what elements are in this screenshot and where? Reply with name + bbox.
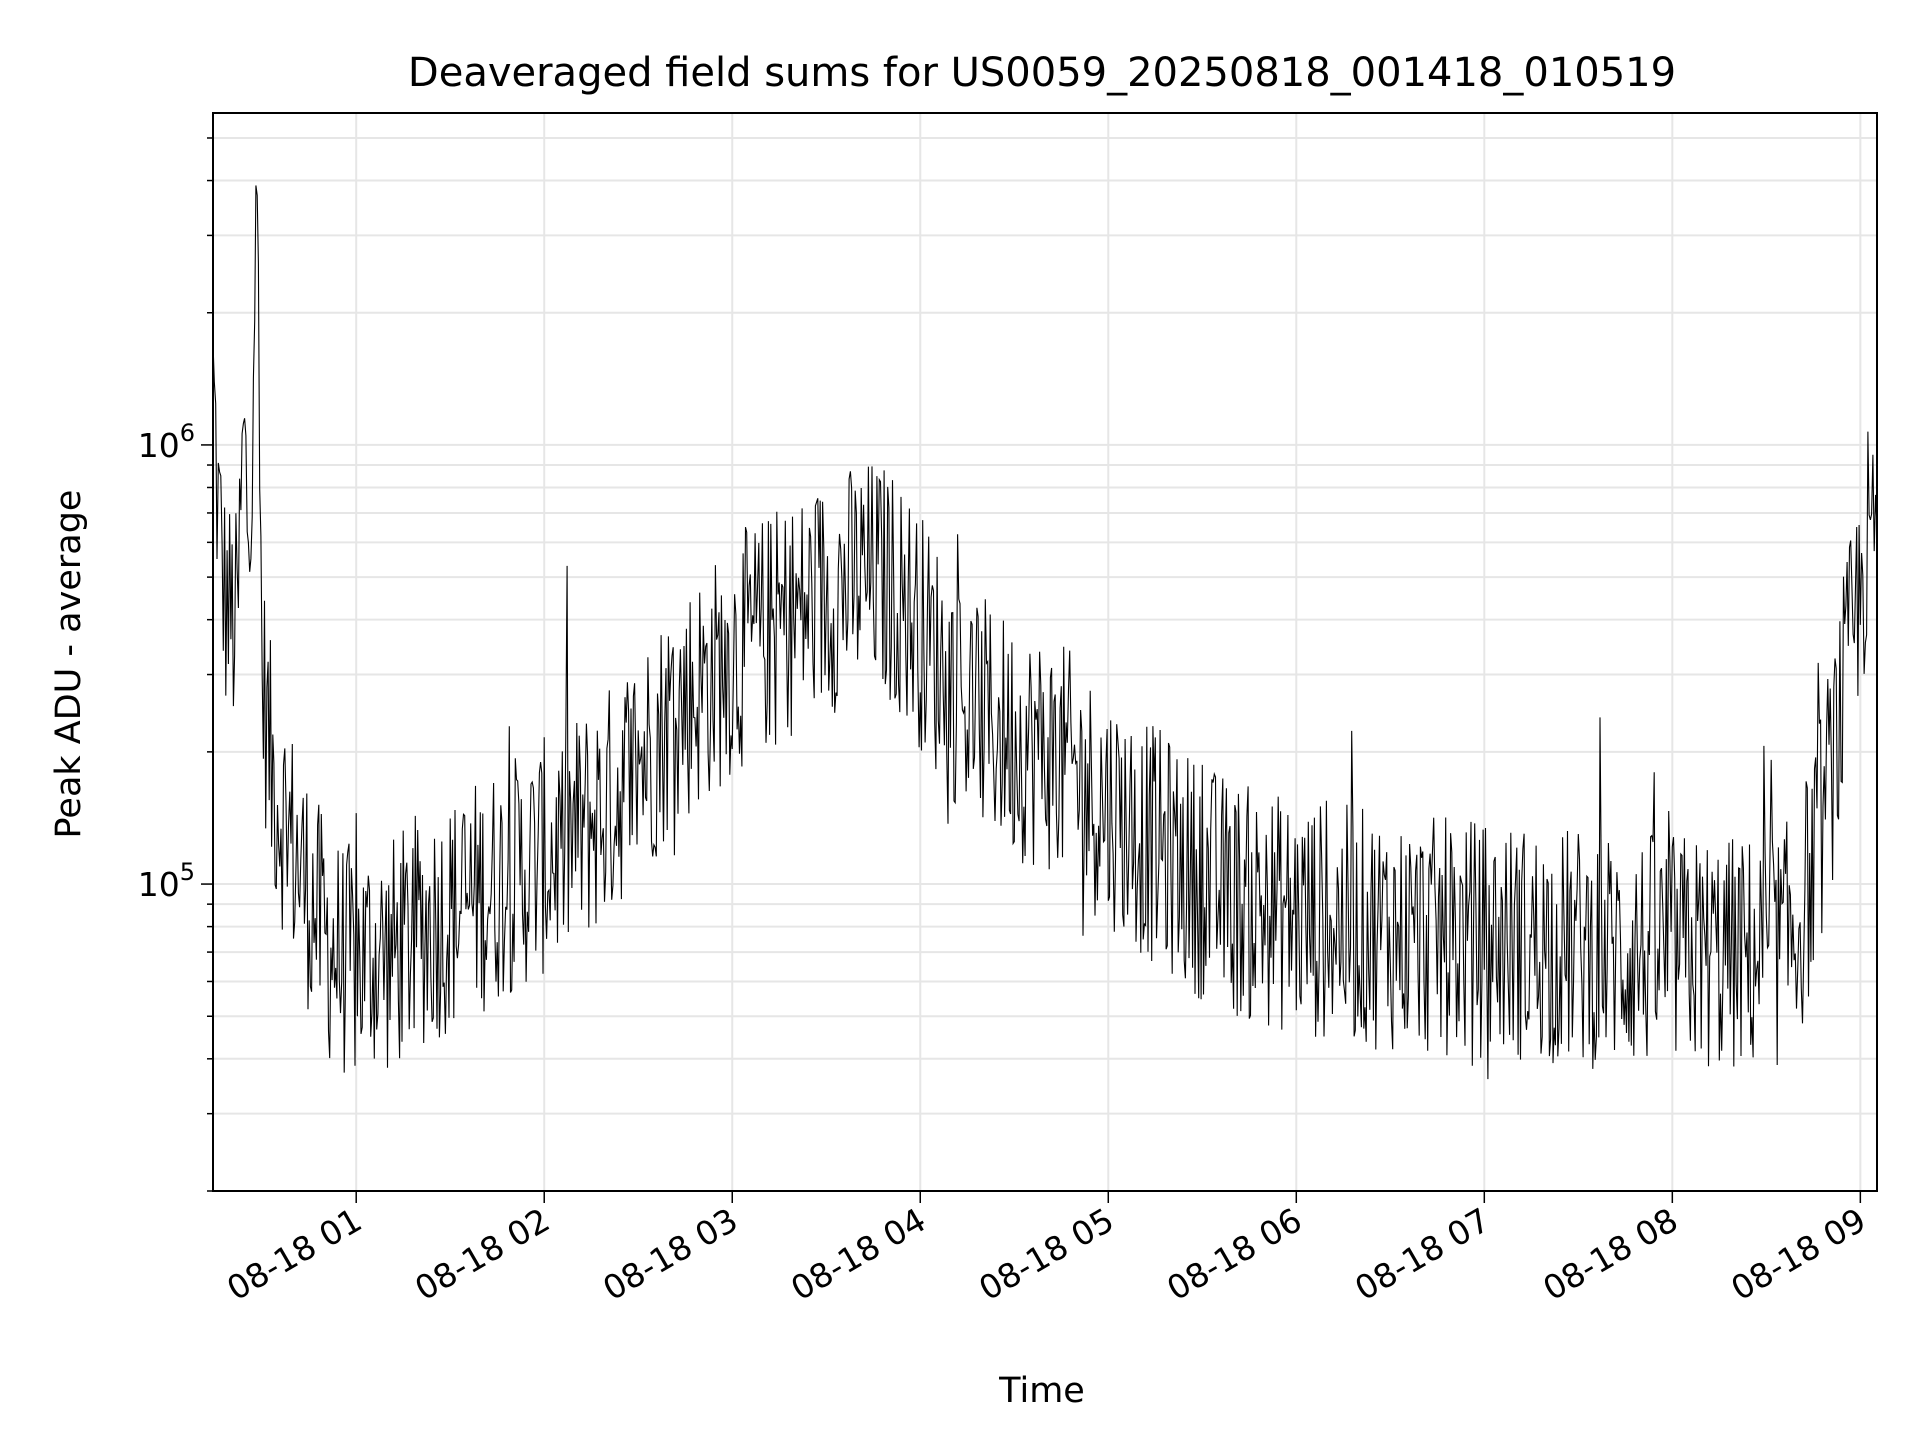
y-tick-label: 106 [138,419,195,465]
x-tick-label: 08-18 07 [1348,1200,1496,1308]
x-tick-label: 08-18 09 [1724,1200,1872,1308]
x-tick-label: 08-18 03 [596,1200,744,1308]
x-tick-label: 08-18 08 [1536,1200,1684,1308]
y-axis: 105 106 [138,137,213,1192]
x-tick-label: 08-18 05 [972,1200,1120,1308]
x-axis-label: Time [998,1371,1085,1411]
y-axis-label: Peak ADU - average [49,490,89,839]
series-line [212,185,1878,1080]
plot-frame [212,112,1878,1192]
x-tick-label: 08-18 01 [220,1200,368,1308]
x-tick-label: 08-18 04 [784,1200,932,1308]
data-series [212,185,1878,1080]
chart-title: Deaveraged field sums for US0059_2025081… [408,50,1676,96]
grid [213,113,1877,1192]
y-tick-label: 105 [138,858,195,904]
x-axis: 08-18 01 08-18 02 08-18 03 08-18 04 08-18 05… [220,1191,1872,1308]
x-tick-label: 08-18 02 [408,1200,556,1308]
x-tick-label: 08-18 06 [1160,1200,1308,1308]
